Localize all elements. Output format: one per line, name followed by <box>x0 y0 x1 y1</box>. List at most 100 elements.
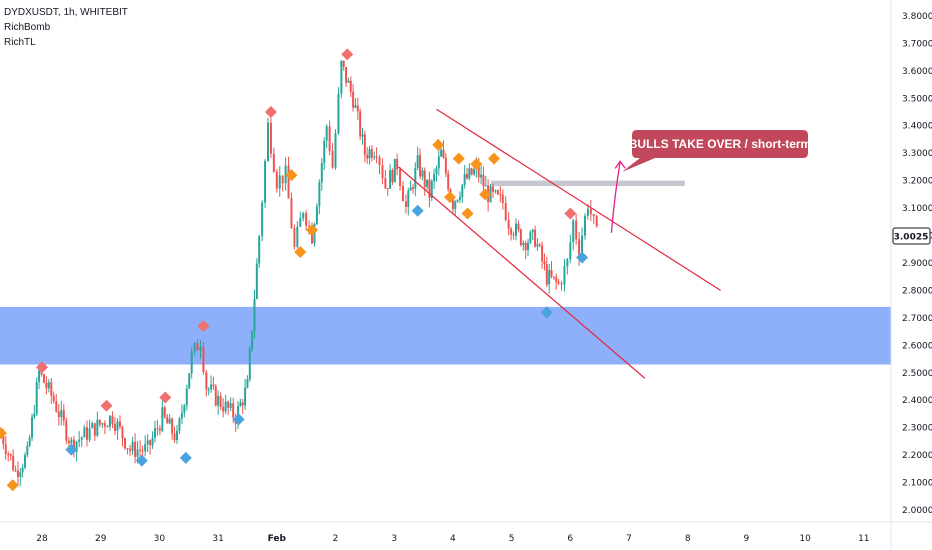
candle-body <box>463 174 466 185</box>
candle <box>57 404 60 426</box>
candle <box>278 166 281 197</box>
channel-lines-layer <box>397 108 721 379</box>
candle <box>555 273 558 291</box>
candle-body <box>9 454 12 456</box>
x-tick-label: 9 <box>744 534 750 544</box>
candle-body <box>552 276 555 278</box>
candle-body <box>473 169 476 175</box>
candle-body <box>482 174 485 187</box>
candle-body <box>361 134 364 137</box>
candle-body <box>583 215 586 236</box>
candle <box>144 435 147 457</box>
x-tick-label: Feb <box>268 534 287 544</box>
annotation-callout[interactable]: BULLS TAKE OVER / short-term <box>622 130 811 172</box>
candle-body <box>202 346 205 373</box>
candle <box>255 258 258 300</box>
candle <box>414 162 417 197</box>
candle <box>560 280 563 291</box>
candle <box>290 192 293 229</box>
candle <box>349 76 352 97</box>
candle-body <box>437 156 440 169</box>
candle <box>494 189 497 194</box>
candle <box>281 175 284 192</box>
candle <box>337 87 340 136</box>
candle-body <box>572 220 575 243</box>
candle-body <box>62 410 65 421</box>
candle-body <box>527 242 530 250</box>
candle-body <box>106 426 109 428</box>
candle <box>190 347 193 379</box>
candle-body <box>96 419 99 436</box>
candle-body <box>340 60 343 94</box>
candle <box>224 394 227 415</box>
signal-marker-red <box>100 399 113 412</box>
candle-body <box>391 170 394 183</box>
candle-body <box>402 186 405 202</box>
candle-body <box>517 223 520 230</box>
candle <box>111 411 114 429</box>
candle-body <box>370 149 373 158</box>
candle-body <box>26 445 29 456</box>
candle-body <box>480 174 483 178</box>
candle-body <box>19 472 22 477</box>
signal-marker-orange <box>432 138 445 151</box>
candle-body <box>458 197 461 200</box>
candle-body <box>409 187 412 191</box>
candle-body <box>111 415 114 425</box>
candle-body <box>176 430 179 441</box>
candle-body <box>55 401 58 412</box>
candle <box>118 415 121 430</box>
candle-body <box>421 170 424 177</box>
candle-body <box>404 201 407 207</box>
candle <box>52 391 55 404</box>
candle <box>583 213 586 240</box>
candle-body <box>86 427 89 440</box>
candle <box>566 257 569 275</box>
candle-body <box>381 165 384 179</box>
candle <box>342 60 345 71</box>
y-tick-label: 2.0000 <box>902 506 932 516</box>
candle-body <box>80 437 83 440</box>
indicator-richtl[interactable]: RichTL <box>4 37 36 48</box>
signal-marker-blue <box>540 306 553 319</box>
candle-body <box>435 168 438 174</box>
candle <box>214 384 217 407</box>
candle <box>75 440 78 462</box>
candle <box>156 419 159 436</box>
candle <box>386 187 389 196</box>
signal-marker-orange <box>479 188 492 201</box>
y-tick-label: 2.1000 <box>902 479 932 489</box>
candle-body <box>575 220 578 240</box>
candle-body <box>578 239 581 257</box>
candle <box>396 153 399 176</box>
candle <box>375 147 378 164</box>
candle <box>139 440 142 459</box>
candle <box>563 258 566 292</box>
candle-body <box>386 188 389 190</box>
candle-body <box>359 111 362 137</box>
candle <box>299 211 302 228</box>
candle <box>389 163 392 189</box>
candle <box>531 228 534 241</box>
candle-body <box>320 163 323 183</box>
candle-body <box>241 402 244 406</box>
indicator-richbomb[interactable]: RichBomb <box>4 22 51 33</box>
candle <box>572 218 575 251</box>
x-tick-label: 10 <box>799 534 811 544</box>
candle <box>188 372 191 390</box>
candle <box>435 165 438 182</box>
candle <box>504 196 507 222</box>
candle-body <box>423 170 426 188</box>
last-price-tag: 3.0025 <box>892 227 931 245</box>
candle-body <box>141 450 144 452</box>
candle <box>345 66 348 87</box>
signal-marker-red <box>564 207 577 220</box>
candle-body <box>389 170 392 189</box>
support-zone <box>0 306 891 365</box>
candle-body <box>442 149 445 158</box>
signal-marker-blue <box>576 251 589 264</box>
candle <box>178 416 181 435</box>
candle <box>543 253 546 271</box>
candle <box>430 179 433 202</box>
